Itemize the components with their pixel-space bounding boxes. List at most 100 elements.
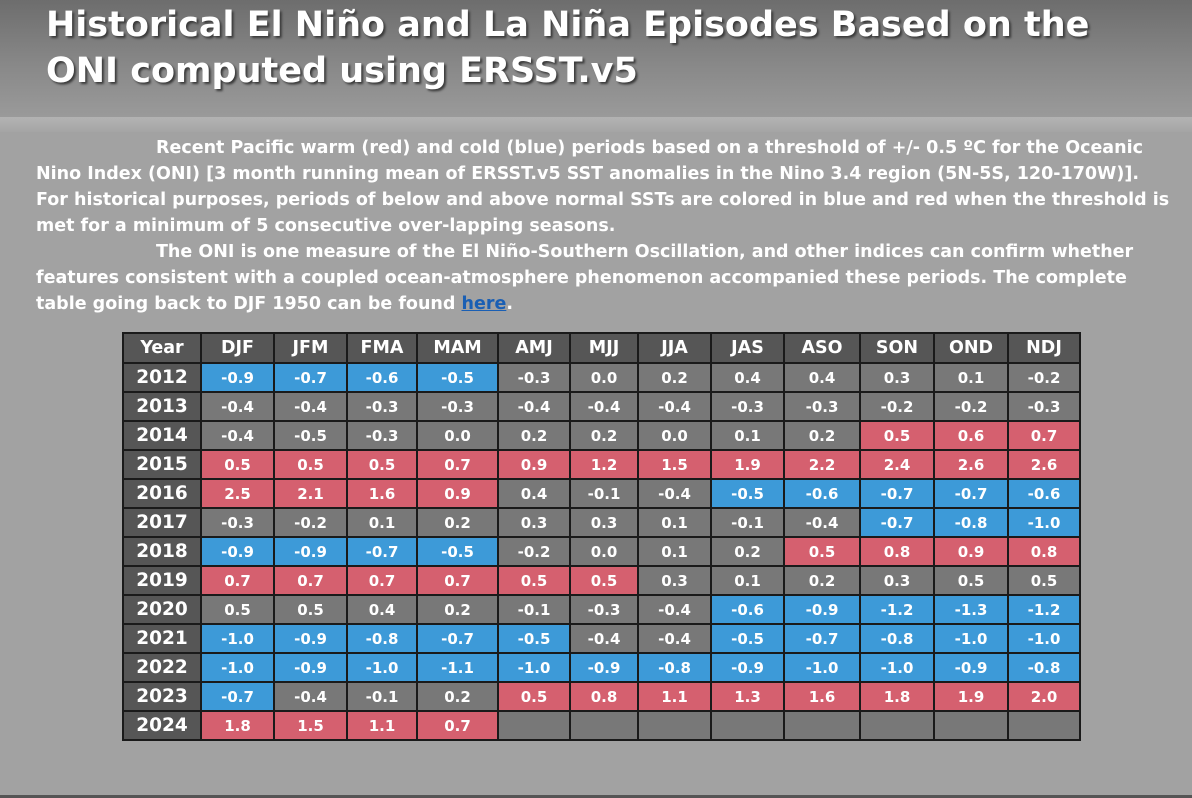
column-header-year: Year — [122, 332, 202, 364]
oni-cell-2015-jfm: 0.5 — [273, 449, 348, 480]
oni-cell-2012-djf: -0.9 — [200, 362, 275, 393]
table-row-2019: 2019 0.7 0.7 0.7 0.7 0.5 0.5 0.3 0.1 0.2 0.3 0.5 0.5 — [122, 565, 1081, 596]
table-header-row: Year DJF JFM FMA MAM AMJ MJJ JJA JAS ASO SON OND NDJ — [122, 332, 1081, 364]
oni-cell-2015-jja: 1.5 — [637, 449, 712, 480]
year-cell-2019: 2019 — [122, 565, 202, 596]
oni-cell-2024-mam: 0.7 — [416, 710, 499, 741]
oni-cell-2018-ndj: 0.8 — [1007, 536, 1081, 567]
oni-cell-2018-fma: -0.7 — [346, 536, 418, 567]
oni-cell-2013-mam: -0.3 — [416, 391, 499, 422]
oni-cell-2013-mjj: -0.4 — [569, 391, 639, 422]
description-period: . — [506, 294, 513, 314]
oni-cell-2014-jfm: -0.5 — [273, 420, 348, 451]
oni-cell-2013-jfm: -0.4 — [273, 391, 348, 422]
column-header-jas: JAS — [710, 332, 785, 364]
oni-cell-2024-jas — [710, 710, 785, 741]
oni-cell-2020-jfm: 0.5 — [273, 594, 348, 625]
oni-cell-2019-mjj: 0.5 — [569, 565, 639, 596]
description-paragraph-1: Recent Pacific warm (red) and cold (blue… — [36, 138, 1170, 236]
oni-cell-2017-amj: 0.3 — [497, 507, 571, 538]
oni-cell-2023-djf: -0.7 — [200, 681, 275, 712]
oni-cell-2017-jas: -0.1 — [710, 507, 785, 538]
oni-cell-2012-jas: 0.4 — [710, 362, 785, 393]
oni-cell-2019-son: 0.3 — [859, 565, 935, 596]
year-cell-2014: 2014 — [122, 420, 202, 451]
year-cell-2022: 2022 — [122, 652, 202, 683]
oni-cell-2016-mam: 0.9 — [416, 478, 499, 509]
table-row-2020: 2020 0.5 0.5 0.4 0.2 -0.1 -0.3 -0.4 -0.6 -0.9 -1.2… — [122, 594, 1081, 625]
oni-cell-2012-ndj: -0.2 — [1007, 362, 1081, 393]
oni-cell-2015-mjj: 1.2 — [569, 449, 639, 480]
oni-cell-2012-mjj: 0.0 — [569, 362, 639, 393]
oni-cell-2023-son: 1.8 — [859, 681, 935, 712]
oni-cell-2017-ond: -0.8 — [933, 507, 1009, 538]
oni-cell-2024-son — [859, 710, 935, 741]
oni-cell-2022-aso: -1.0 — [783, 652, 861, 683]
oni-cell-2016-djf: 2.5 — [200, 478, 275, 509]
oni-cell-2012-jfm: -0.7 — [273, 362, 348, 393]
oni-cell-2015-amj: 0.9 — [497, 449, 571, 480]
oni-cell-2014-mam: 0.0 — [416, 420, 499, 451]
complete-table-link[interactable]: here — [461, 294, 507, 314]
column-header-aso: ASO — [783, 332, 861, 364]
oni-cell-2020-jas: -0.6 — [710, 594, 785, 625]
oni-cell-2017-jja: 0.1 — [637, 507, 712, 538]
oni-cell-2013-son: -0.2 — [859, 391, 935, 422]
oni-cell-2024-fma: 1.1 — [346, 710, 418, 741]
column-header-djf: DJF — [200, 332, 275, 364]
table-row-2021: 2021 -1.0 -0.9 -0.8 -0.7 -0.5 -0.4 -0.4 -0.5 -0.7… — [122, 623, 1081, 654]
oni-cell-2022-mjj: -0.9 — [569, 652, 639, 683]
oni-cell-2021-jja: -0.4 — [637, 623, 712, 654]
oni-cell-2012-mam: -0.5 — [416, 362, 499, 393]
oni-cell-2021-aso: -0.7 — [783, 623, 861, 654]
oni-cell-2017-fma: 0.1 — [346, 507, 418, 538]
oni-cell-2024-mjj — [569, 710, 639, 741]
oni-cell-2022-ond: -0.9 — [933, 652, 1009, 683]
oni-cell-2021-mam: -0.7 — [416, 623, 499, 654]
oni-cell-2013-amj: -0.4 — [497, 391, 571, 422]
oni-cell-2013-djf: -0.4 — [200, 391, 275, 422]
oni-cell-2023-jja: 1.1 — [637, 681, 712, 712]
oni-cell-2015-mam: 0.7 — [416, 449, 499, 480]
oni-cell-2024-amj — [497, 710, 571, 741]
oni-cell-2023-mam: 0.2 — [416, 681, 499, 712]
oni-cell-2019-jfm: 0.7 — [273, 565, 348, 596]
oni-cell-2021-son: -0.8 — [859, 623, 935, 654]
oni-cell-2014-djf: -0.4 — [200, 420, 275, 451]
oni-cell-2013-jas: -0.3 — [710, 391, 785, 422]
oni-cell-2022-son: -1.0 — [859, 652, 935, 683]
oni-cell-2019-jja: 0.3 — [637, 565, 712, 596]
oni-cell-2016-ndj: -0.6 — [1007, 478, 1081, 509]
oni-cell-2012-fma: -0.6 — [346, 362, 418, 393]
oni-cell-2012-amj: -0.3 — [497, 362, 571, 393]
oni-cell-2018-mam: -0.5 — [416, 536, 499, 567]
oni-cell-2023-fma: -0.1 — [346, 681, 418, 712]
table-body: 2012 -0.9 -0.7 -0.6 -0.5 -0.3 0.0 0.2 0.4 0.4 0.3 0… — [122, 362, 1081, 741]
oni-cell-2018-jas: 0.2 — [710, 536, 785, 567]
oni-cell-2023-ond: 1.9 — [933, 681, 1009, 712]
oni-cell-2020-mjj: -0.3 — [569, 594, 639, 625]
oni-cell-2013-fma: -0.3 — [346, 391, 418, 422]
oni-cell-2014-aso: 0.2 — [783, 420, 861, 451]
header-banner: Historical El Niño and La Niña Episodes … — [0, 0, 1192, 117]
oni-cell-2020-amj: -0.1 — [497, 594, 571, 625]
oni-cell-2020-ndj: -1.2 — [1007, 594, 1081, 625]
oni-cell-2014-jja: 0.0 — [637, 420, 712, 451]
oni-cell-2020-son: -1.2 — [859, 594, 935, 625]
description-paragraph-2-text: The ONI is one measure of the El Niño-So… — [36, 242, 1134, 314]
oni-cell-2023-mjj: 0.8 — [569, 681, 639, 712]
oni-cell-2015-aso: 2.2 — [783, 449, 861, 480]
table-row-2016: 2016 2.5 2.1 1.6 0.9 0.4 -0.1 -0.4 -0.5 -0.6 -0.7-… — [122, 478, 1081, 509]
oni-cell-2015-ond: 2.6 — [933, 449, 1009, 480]
oni-cell-2019-ndj: 0.5 — [1007, 565, 1081, 596]
oni-cell-2021-jas: -0.5 — [710, 623, 785, 654]
oni-cell-2012-ond: 0.1 — [933, 362, 1009, 393]
footer-divider — [0, 795, 1192, 798]
oni-cell-2020-djf: 0.5 — [200, 594, 275, 625]
oni-cell-2017-mjj: 0.3 — [569, 507, 639, 538]
oni-cell-2017-ndj: -1.0 — [1007, 507, 1081, 538]
oni-cell-2018-mjj: 0.0 — [569, 536, 639, 567]
oni-cell-2017-aso: -0.4 — [783, 507, 861, 538]
table-row-2014: 2014 -0.4 -0.5 -0.3 0.0 0.2 0.2 0.0 0.1 0.2 0.5 0.6… — [122, 420, 1081, 451]
table-row-2013: 2013 -0.4 -0.4 -0.3 -0.3 -0.4 -0.4 -0.4 -0.3 -0.3… — [122, 391, 1081, 422]
